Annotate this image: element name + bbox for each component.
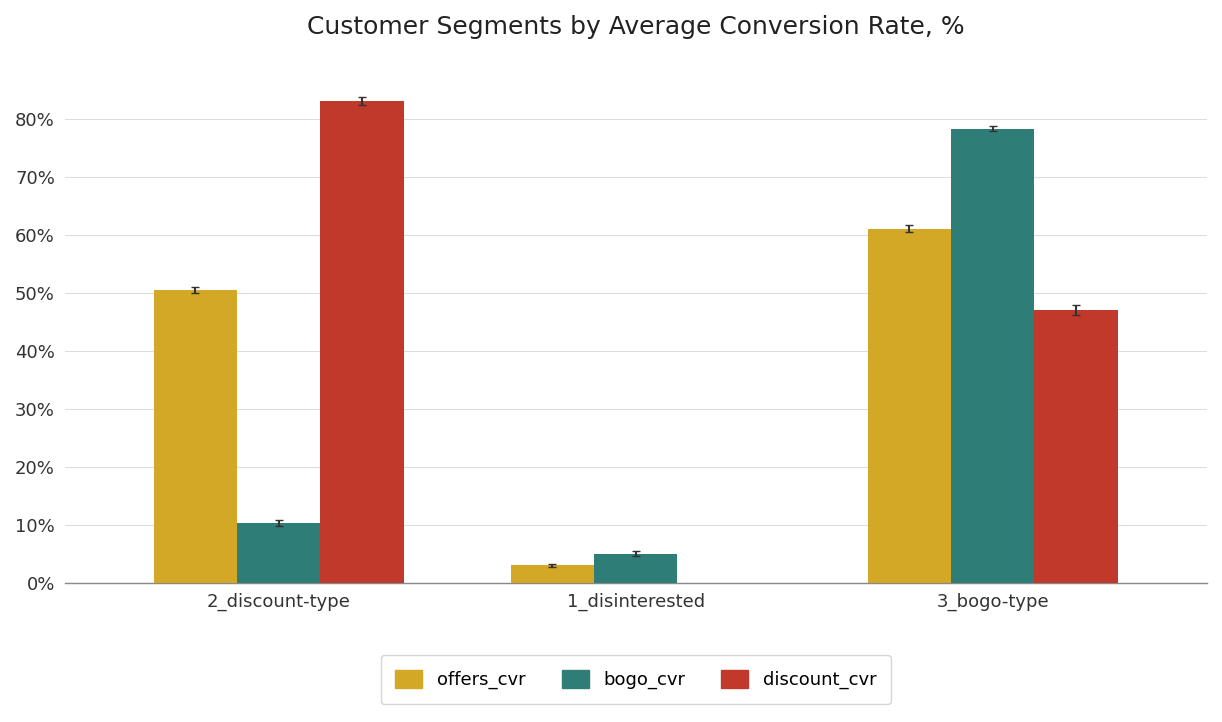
Title: Customer Segments by Average Conversion Rate, %: Customer Segments by Average Conversion … — [307, 15, 964, 39]
Legend: offers_cvr, bogo_cvr, discount_cvr: offers_cvr, bogo_cvr, discount_cvr — [381, 655, 891, 704]
Bar — [154, 290, 237, 583]
Bar — [320, 101, 403, 583]
Bar — [237, 523, 320, 583]
Bar — [594, 554, 677, 583]
Bar — [951, 129, 1035, 583]
Bar — [511, 565, 594, 583]
Bar — [868, 229, 951, 583]
Bar — [1035, 310, 1118, 583]
